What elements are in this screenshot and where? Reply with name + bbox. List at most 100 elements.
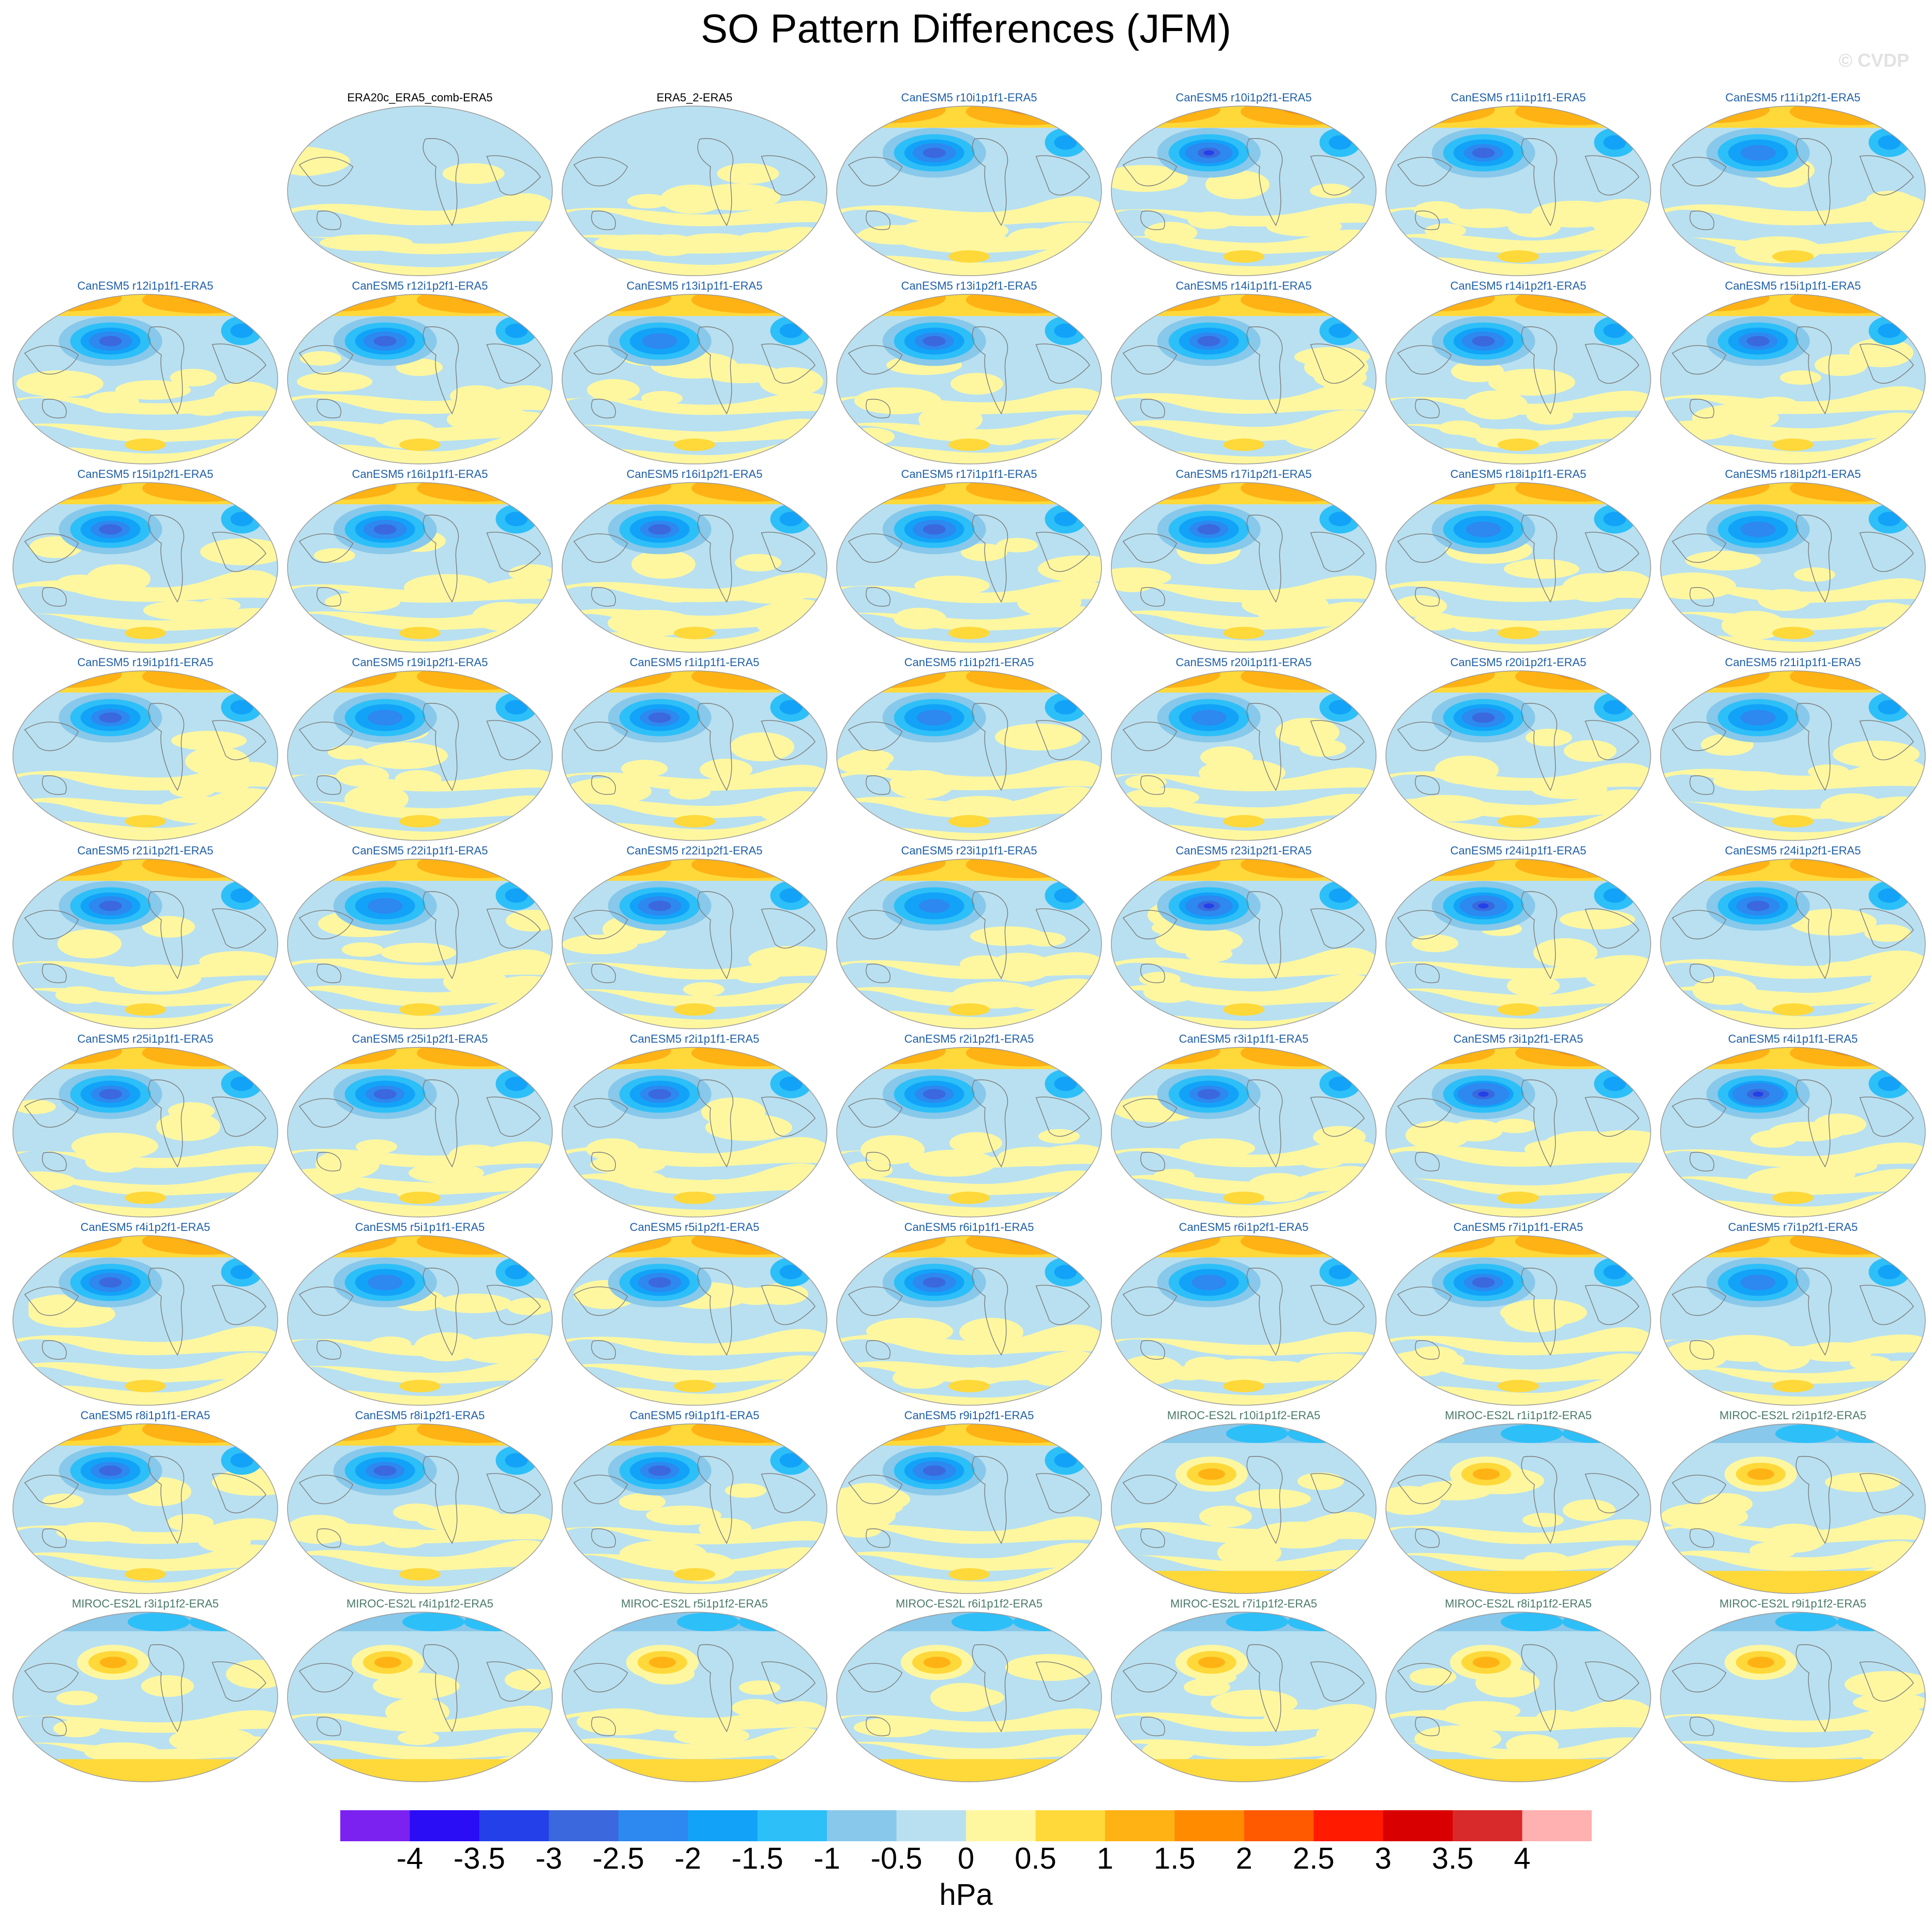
- coastline: [422, 703, 459, 791]
- coastline: [24, 1663, 79, 1693]
- field-positive-band: [1386, 1327, 1651, 1356]
- field-patch: [1007, 1654, 1094, 1681]
- map-border: [12, 1235, 278, 1406]
- field-patch: [1413, 613, 1459, 630]
- map-field: [287, 1235, 553, 1406]
- field-arctic-negative: [1226, 1613, 1288, 1631]
- coastline: [1671, 722, 1727, 751]
- panel-title: CanESM5 r20i1p2f1-ERA5: [1450, 656, 1587, 669]
- coastline: [761, 1096, 816, 1137]
- field-patch: [1704, 1335, 1791, 1362]
- field-patch: [1263, 1709, 1339, 1729]
- field-patch: [586, 1138, 639, 1160]
- map-field: [287, 1612, 553, 1782]
- field-patch: [655, 588, 697, 603]
- coastline: [1415, 1528, 1440, 1548]
- map-field: [562, 106, 827, 276]
- map-border: [836, 1235, 1102, 1406]
- map-field: [1111, 106, 1377, 276]
- coastline: [1246, 138, 1283, 227]
- field-south-positive: [399, 438, 441, 451]
- coastline: [591, 1717, 616, 1736]
- coastline: [972, 1079, 1008, 1168]
- field-atlantic-negative: [1878, 1265, 1901, 1280]
- field-patch: [952, 982, 1039, 1009]
- field-atlantic-negative: [1603, 700, 1626, 715]
- map-field: [1111, 1047, 1377, 1217]
- field-atlantic-negative: [1878, 700, 1901, 715]
- field-patch: [1142, 1740, 1195, 1762]
- field-south-positive: [948, 1568, 990, 1581]
- field-patch: [1299, 1151, 1345, 1168]
- field-atlantic-negative: [1878, 1076, 1901, 1091]
- coastline: [1122, 1663, 1178, 1693]
- map-border: [562, 1047, 827, 1217]
- colorbar-tick-label: -0.5: [870, 1842, 923, 1875]
- field-patch: [1297, 1472, 1344, 1490]
- page-title: SO Pattern Differences (JFM): [701, 6, 1231, 51]
- field-patch: [705, 1114, 792, 1141]
- map-panel: CanESM5 r9i1p2f1-ERA5: [832, 1409, 1106, 1596]
- field-patch: [855, 1718, 931, 1737]
- panel-title: CanESM5 r14i1p1f1-ERA5: [1175, 279, 1312, 292]
- map-border: [1111, 482, 1377, 653]
- field-pacific-negative: [99, 1277, 122, 1288]
- coastline: [573, 345, 628, 375]
- map-field: [1660, 1235, 1926, 1406]
- coastline: [316, 1152, 341, 1171]
- field-patch: [1254, 1522, 1340, 1549]
- field-patch: [86, 392, 139, 413]
- map-field: [1385, 1047, 1651, 1217]
- coastline: [1397, 722, 1452, 751]
- field-atlantic-negative: [505, 700, 528, 715]
- field-pacific-negative: [1740, 521, 1776, 537]
- panel-title: CanESM5 r24i1p1f1-ERA5: [1450, 844, 1587, 857]
- map-field: [1385, 106, 1651, 276]
- coastline: [1859, 1096, 1914, 1137]
- coastline: [848, 1663, 903, 1693]
- field-atlantic-negative: [230, 1076, 253, 1091]
- map-panel: CanESM5 r22i1p1f1-ERA5: [283, 844, 557, 1031]
- coastline: [422, 891, 459, 980]
- field-positive-band: [288, 795, 552, 819]
- field-arctic-negative: [127, 1613, 190, 1631]
- panel-title: CanESM5 r3i1p1f1-ERA5: [1179, 1032, 1309, 1045]
- field-patch: [1532, 779, 1607, 799]
- map-border: [1111, 859, 1377, 1029]
- map-panel: CanESM5 r25i1p2f1-ERA5: [283, 1032, 557, 1220]
- field-patch: [398, 1731, 439, 1745]
- field-patch: [590, 1155, 666, 1175]
- panel-title: CanESM5 r4i1p2f1-ERA5: [80, 1221, 210, 1234]
- field-arctic-negative: [1226, 1424, 1288, 1443]
- field-south-positive: [399, 626, 441, 639]
- colorbar-segment: [1383, 1810, 1453, 1841]
- coastline: [1671, 1663, 1727, 1693]
- coastline: [1246, 1456, 1283, 1544]
- map-field: [1111, 670, 1377, 841]
- field-pacific-negative: [1472, 336, 1495, 347]
- field-pacific-positive: [1472, 1468, 1500, 1480]
- field-south-positive: [1223, 626, 1264, 639]
- panel-title: CanESM5 r8i1p1f1-ERA5: [80, 1409, 210, 1422]
- coastline: [1584, 1096, 1639, 1137]
- field-positive-band: [837, 786, 1101, 818]
- panel-title: CanESM5 r18i1p2f1-ERA5: [1725, 468, 1861, 480]
- coastline: [1140, 1340, 1165, 1360]
- map-field: [1660, 859, 1926, 1029]
- field-positive-band: [1111, 974, 1376, 1006]
- coastline: [1521, 1079, 1558, 1168]
- field-patch: [1747, 1167, 1834, 1194]
- coastline: [848, 345, 903, 375]
- field-patch: [54, 1308, 101, 1326]
- map-panel: CanESM5 r21i1p1f1-ERA5: [1656, 656, 1930, 843]
- field-patch: [86, 564, 150, 593]
- map-field: [836, 1047, 1102, 1217]
- coastline: [866, 1528, 890, 1548]
- map-border: [562, 106, 827, 276]
- field-patch: [697, 1179, 738, 1194]
- field-patch: [370, 1336, 411, 1351]
- field-patch: [846, 1161, 893, 1179]
- field-patch: [509, 564, 552, 582]
- field-patch: [1820, 793, 1884, 822]
- field-patch: [1300, 739, 1346, 757]
